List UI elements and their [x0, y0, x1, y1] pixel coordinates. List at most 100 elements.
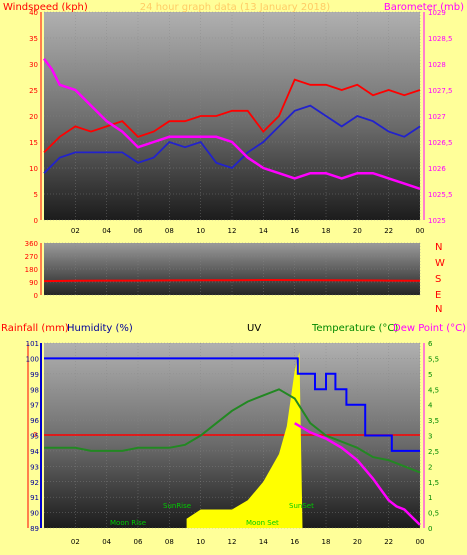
y-tick-right: 1029 — [428, 9, 446, 17]
x-tick: 18 — [322, 227, 331, 235]
x-tick: 02 — [71, 227, 80, 235]
series-3 — [44, 352, 421, 528]
uv-title: UV — [247, 323, 261, 334]
y-tick: 90 — [29, 279, 38, 287]
y-tick-left: 25 — [29, 87, 38, 95]
x-tick: 02 — [71, 538, 80, 546]
y-tick-humidity: 99 — [30, 371, 39, 379]
y-tick-right: 1027,5 — [428, 87, 453, 95]
y-tick-left: 35 — [29, 35, 38, 43]
x-tick: 00 — [416, 538, 425, 546]
x-tick: 06 — [134, 538, 143, 546]
series-1 — [43, 58, 421, 190]
y-tick-temp: 0 — [428, 525, 432, 533]
x-tick: 00 — [416, 227, 425, 235]
x-tick: 12 — [228, 538, 237, 546]
y-tick-right: 1026 — [428, 165, 446, 173]
y-tick-right: 1025 — [428, 217, 446, 225]
y-tick-temp: 2 — [428, 463, 432, 471]
compass-e: E — [435, 290, 441, 301]
y-tick-temp: 2,5 — [428, 448, 439, 456]
y-tick-humidity: 90 — [30, 510, 39, 518]
x-tick: 04 — [102, 227, 111, 235]
y-tick-humidity: 89 — [30, 525, 39, 533]
panel-temp-humidity: Rainfall (mm) Humidity (%) UV Temperatur… — [1, 323, 466, 546]
temperature-title: Temperature (°C) — [311, 323, 398, 334]
y-tick: 0 — [34, 292, 38, 300]
dewpoint-line — [294, 422, 421, 526]
y-tick-temp: 1 — [428, 494, 432, 502]
panel-wind-baro: Windspeed (kph) 24 hour graph data (13 J… — [3, 2, 464, 235]
y-tick-humidity: 93 — [30, 463, 39, 471]
x-tick: 08 — [165, 538, 174, 546]
y-tick-temp: 0,5 — [428, 510, 439, 518]
humidity-line — [44, 357, 420, 452]
ticks-1: 0 5 10 15 20 25 30 35 40 1025 1025,5 1026 1026,5 1027… — [29, 9, 452, 235]
y-tick-right: 1027 — [428, 113, 446, 121]
x-tick: 12 — [228, 227, 237, 235]
x-tick: 18 — [322, 538, 331, 546]
y-tick-temp: 4 — [428, 402, 433, 410]
chart-date-title: 24 hour graph data (13 January 2018) — [140, 2, 330, 13]
uv-area — [186, 352, 303, 528]
y-tick-humidity: 92 — [30, 479, 39, 487]
y-tick: 360 — [25, 240, 38, 248]
compass-s: S — [435, 274, 441, 285]
y-tick-right: 1028,5 — [428, 35, 453, 43]
y-tick-temp: 3 — [428, 433, 432, 441]
y-tick-humidity: 100 — [26, 355, 39, 363]
x-tick: 04 — [102, 538, 111, 546]
ticks-3: 899091929394959697989910010100,511,522,5… — [26, 340, 440, 546]
humidity-title: Humidity (%) — [67, 323, 133, 334]
y-tick-temp: 6 — [428, 340, 433, 348]
rainfall-title: Rainfall (mm) — [1, 323, 69, 334]
compass-n-bottom: N — [435, 304, 442, 315]
windspeed-title: Windspeed (kph) — [3, 2, 88, 13]
y-tick: 270 — [25, 253, 38, 261]
x-tick: 10 — [196, 227, 205, 235]
y-tick-humidity: 101 — [26, 340, 39, 348]
y-tick-humidity: 91 — [30, 494, 39, 502]
x-tick: 20 — [353, 227, 362, 235]
x-tick: 22 — [384, 227, 393, 235]
moonset-label: Moon Set — [246, 519, 279, 527]
rain-zero-label: 0 — [33, 431, 37, 439]
panel-wind-direction: 0 90 180 270 360 N W S E N — [25, 240, 445, 315]
series-line — [43, 78, 421, 154]
y-tick-left: 0 — [34, 217, 38, 225]
y-tick-left: 5 — [34, 191, 38, 199]
plot-area-2 — [44, 243, 420, 295]
direction-line — [43, 278, 421, 283]
y-tick-humidity: 95 — [30, 433, 39, 441]
x-tick: 10 — [196, 538, 205, 546]
y-tick-temp: 1,5 — [428, 479, 439, 487]
ticks-2: 0 90 180 270 360 — [25, 240, 42, 300]
series-line — [43, 58, 421, 190]
x-tick: 14 — [259, 227, 268, 235]
y-tick: 180 — [25, 266, 38, 274]
moonrise-label: Moon Rise — [110, 519, 146, 527]
x-tick: 06 — [134, 227, 143, 235]
y-tick-left: 20 — [29, 113, 38, 121]
y-tick-right: 1025,5 — [428, 191, 453, 199]
y-tick-right: 1028 — [428, 61, 446, 69]
x-tick: 14 — [259, 538, 268, 546]
dewpoint-title: Dew Point (°C) — [393, 323, 466, 334]
y-tick-left: 15 — [29, 139, 38, 147]
y-tick-temp: 4,5 — [428, 386, 439, 394]
y-tick-left: 10 — [29, 165, 38, 173]
sunrise-label: SunRise — [163, 502, 191, 510]
y-tick-humidity: 97 — [30, 402, 39, 410]
x-tick: 22 — [384, 538, 393, 546]
y-tick-humidity: 94 — [30, 448, 39, 456]
x-tick: 16 — [290, 227, 299, 235]
x-tick: 16 — [290, 538, 299, 546]
y-tick-humidity: 96 — [30, 417, 39, 425]
compass-n-top: N — [435, 242, 442, 253]
y-tick-left: 30 — [29, 61, 38, 69]
x-tick: 08 — [165, 227, 174, 235]
y-tick-right: 1026,5 — [428, 139, 453, 147]
x-tick: 20 — [353, 538, 362, 546]
y-tick-temp: 5,5 — [428, 355, 439, 363]
